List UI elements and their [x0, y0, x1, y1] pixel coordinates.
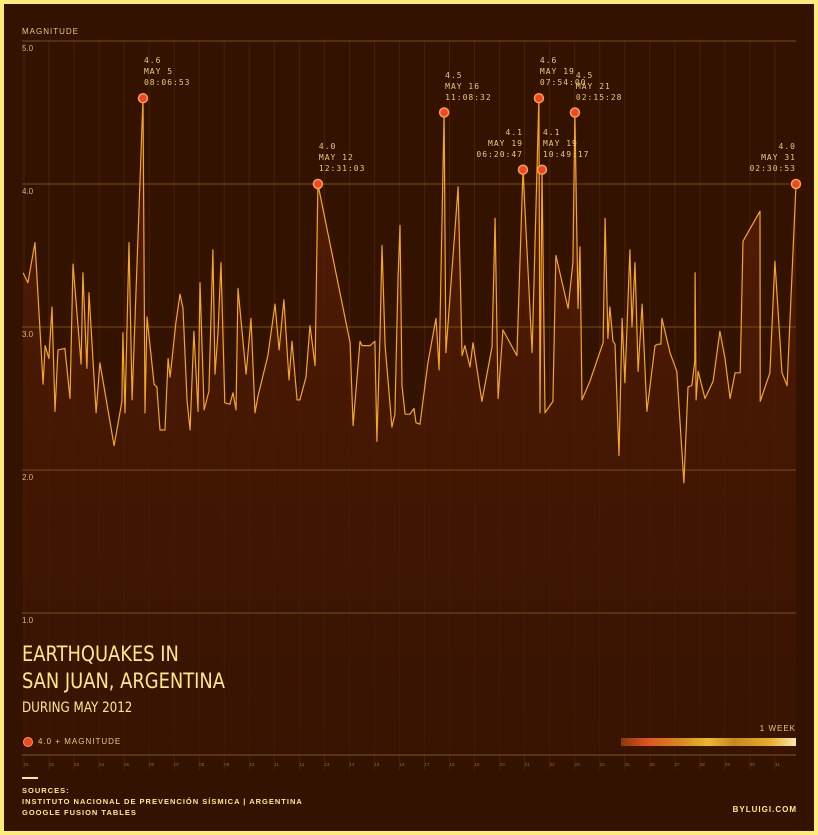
annotation-date: MAY 16	[445, 81, 481, 91]
highlight-dot-icon	[23, 737, 33, 747]
day-tick-label: 19	[475, 762, 481, 767]
day-tick-label: 30	[750, 762, 756, 767]
day-tick-label: 18	[450, 762, 456, 767]
subtitle: DURING MAY 2012	[22, 700, 133, 716]
annotation-time: 07:54:00	[539, 78, 587, 88]
highlight-point	[137, 92, 149, 104]
highlight-points	[137, 92, 802, 190]
highlight-point	[312, 178, 324, 190]
highlight-point	[569, 107, 581, 118]
annotation-mag: 4.1	[542, 127, 561, 137]
day-tick-label: 01	[24, 762, 30, 767]
magnitude-line	[22, 97, 797, 484]
annotation-time: 02:30:53	[749, 164, 796, 173]
highlight-point	[790, 178, 802, 190]
day-tick-label: 12	[299, 762, 305, 767]
highlight-point	[517, 164, 529, 175]
day-tick-label: 07	[174, 762, 180, 767]
y-tick-label: 4.0	[22, 187, 34, 196]
annotation-mag: 4.5	[575, 70, 594, 80]
day-tick-label: 06	[149, 762, 155, 767]
day-tick-label: 15	[374, 762, 380, 767]
day-tick-label: 25	[625, 762, 631, 767]
day-tick-label: 16	[399, 762, 405, 767]
magnitude-gridlines: 1.0 2.0 3.0 4.0 5.0	[22, 40, 796, 625]
source-line-1: INSTITUTO NACIONAL DE PREVENCIÓN SÍSMICA…	[22, 797, 303, 806]
week-scale-bar	[621, 738, 796, 746]
day-tick-label: 21	[525, 762, 531, 767]
highlight-point	[533, 92, 545, 104]
y-tick-label: 2.0	[22, 473, 34, 482]
annotation-mag: 4.5	[445, 70, 463, 80]
day-tick-label: 28	[700, 762, 706, 767]
day-tick-label: 20	[500, 762, 506, 767]
legend-label: 4.0 + MAGNITUDE	[38, 737, 122, 746]
annotation-time: 08:06:53	[143, 78, 191, 88]
sources-divider	[22, 777, 38, 779]
day-tick-label: 04	[99, 762, 105, 767]
annotation-time: 11:08:32	[445, 92, 492, 102]
day-tick-label: 26	[650, 762, 656, 767]
y-axis-label: MAGNITUDE	[22, 27, 79, 36]
day-tick-label: 10	[249, 762, 255, 767]
source-line-2: GOOGLE FUSION TABLES	[22, 808, 137, 817]
title-line-2: SAN JUAN, ARGENTINA	[22, 669, 225, 693]
day-tick-label: 14	[349, 762, 355, 767]
annotation-label: 4.6 MAY 19 07:54:00	[540, 55, 587, 88]
day-tick-label: 11	[274, 762, 279, 767]
day-tick-label: 02	[49, 762, 55, 767]
annotation-date: MAY 31	[761, 153, 796, 162]
annotation-label: 4.0 MAY 12 12:31:03	[319, 141, 366, 174]
annotation-label: 4.1 MAY 19 10:49:17	[543, 127, 590, 160]
annotation-time: 10:49:17	[542, 149, 590, 159]
day-tick-label: 31	[775, 762, 781, 767]
annotation-time: 06:20:47	[476, 149, 523, 159]
y-tick-label: 1.0	[22, 616, 34, 625]
title-line-1: EARTHQUAKES IN	[22, 642, 179, 666]
annotation-date: MAY 19	[488, 138, 523, 148]
annotation-label: 4.6 MAY 5 08:06:53	[144, 55, 191, 88]
day-tick-label: 22	[550, 762, 556, 767]
annotation-mag: 4.6	[143, 56, 162, 66]
sources-heading: SOURCES:	[22, 786, 70, 795]
y-tick-label: 3.0	[22, 330, 34, 339]
week-scale-label: 1 WEEK	[759, 724, 796, 733]
day-tick-labels: 01 02 03 04 05 06 07 08 09 10 11 12 13 14 15 16 17 18 19 20…	[24, 762, 780, 767]
annotation-mag: 4.1	[505, 127, 523, 137]
annotation-mag: 4.0	[778, 142, 796, 151]
annotation-label: 4.0 MAY 31 02:30:53	[724, 141, 796, 174]
day-tick-label: 27	[675, 762, 681, 767]
annotation-date: MAY 19	[542, 138, 578, 148]
annotation-date: MAY 5	[143, 67, 174, 77]
day-tick-label: 17	[424, 762, 430, 767]
credit-link[interactable]: BYLUIGI.COM	[732, 805, 797, 814]
annotation-label: 4.5 MAY 21 02:15:28	[576, 70, 623, 103]
annotation-date: MAY 19	[539, 67, 575, 77]
annotation-label: 4.1 MAY 19 06:20:47	[451, 127, 523, 160]
day-tick-label: 23	[575, 762, 581, 767]
day-tick-label: 09	[224, 762, 230, 767]
annotation-mag: 4.0	[318, 142, 337, 151]
day-tick-label: 05	[124, 762, 130, 767]
annotation-label: 4.5 MAY 16 11:08:32	[445, 70, 492, 103]
day-tick-label: 13	[324, 762, 330, 767]
annotation-time: 02:15:28	[575, 92, 623, 102]
annotation-date: MAY 12	[318, 153, 354, 162]
day-tick-label: 24	[600, 762, 606, 767]
y-tick-label: 5.0	[22, 44, 34, 53]
day-tick-label: 08	[199, 762, 205, 767]
day-tick-label: 29	[725, 762, 731, 767]
annotation-date: MAY 21	[575, 81, 611, 91]
highlight-point	[536, 164, 548, 175]
highlight-point	[438, 107, 450, 118]
day-tick-label: 03	[74, 762, 80, 767]
magnitude-area-fill	[23, 98, 797, 755]
annotation-time: 12:31:03	[318, 164, 366, 173]
annotation-mag: 4.6	[539, 56, 558, 66]
